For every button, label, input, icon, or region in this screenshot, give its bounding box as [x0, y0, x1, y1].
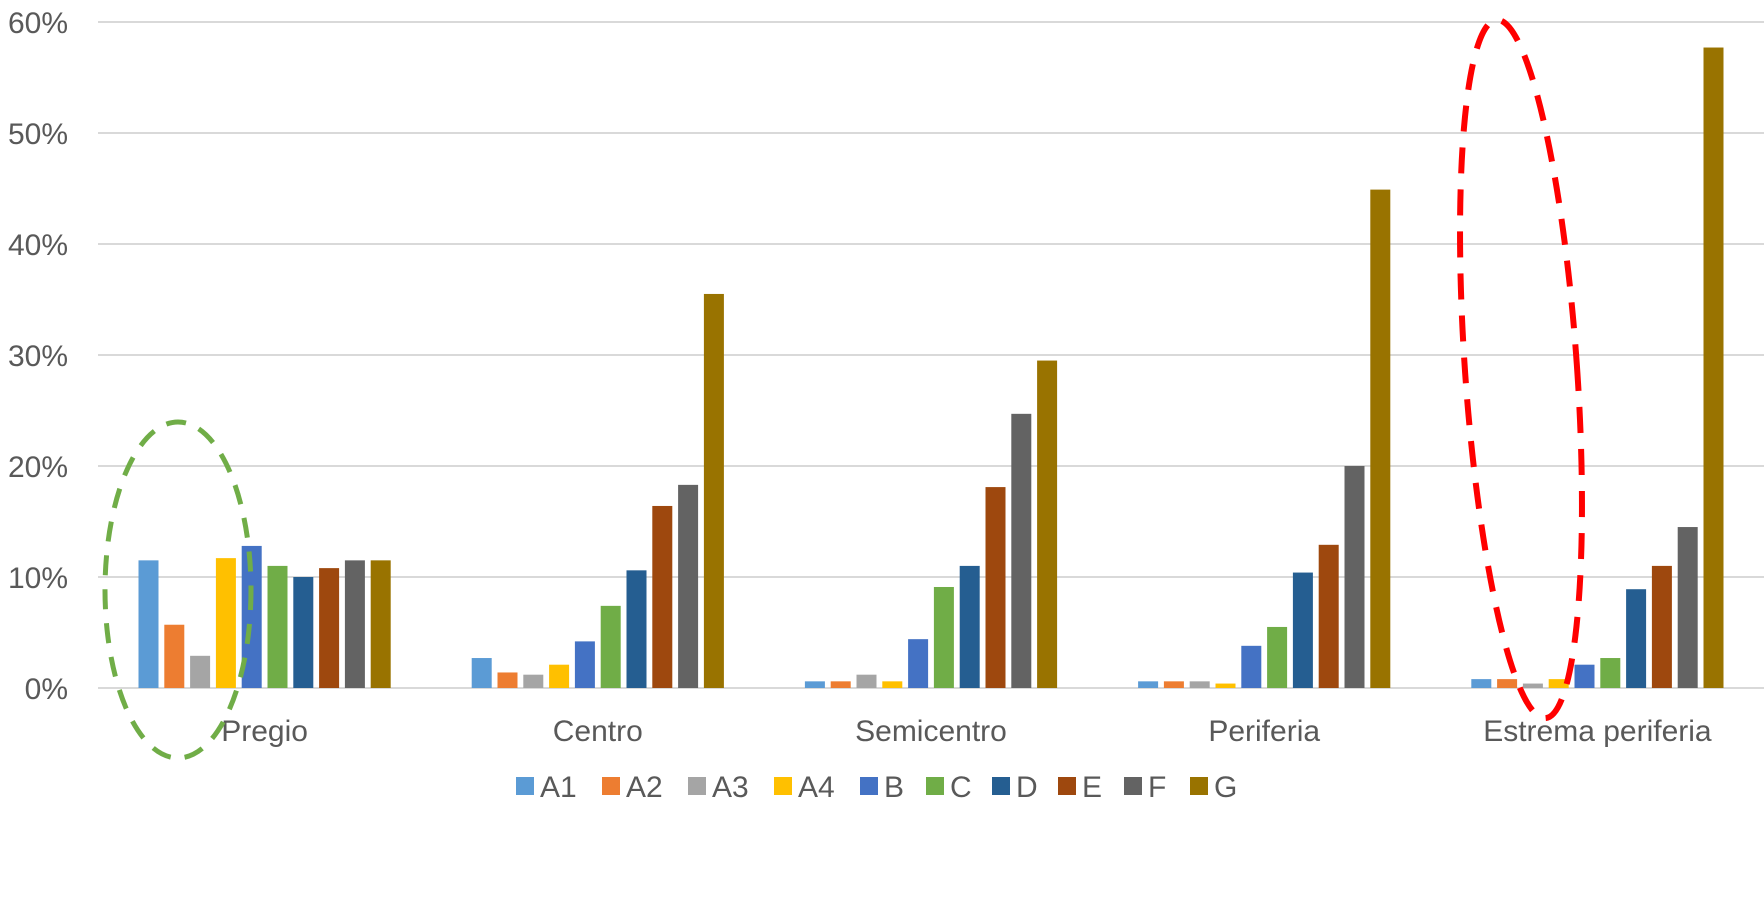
- legend-swatch-e: [1058, 777, 1076, 795]
- bar-a4-pregio: [215, 558, 236, 688]
- x-axis-categories: Pregio Centro Semicentro Periferia Estrema p…: [221, 715, 1712, 748]
- bar-c-periferia: [1267, 626, 1288, 688]
- bar-f-semicentro: [1011, 413, 1032, 688]
- bar-a3-pregio: [190, 655, 211, 688]
- bar-g-pregio: [370, 560, 391, 688]
- bar-a2-periferia: [1163, 681, 1184, 688]
- bar-a2-semicentro: [830, 681, 851, 688]
- bar-a2-pregio: [164, 624, 185, 688]
- bar-e-estrema-periferia: [1651, 565, 1672, 688]
- bar-f-estrema-periferia: [1677, 527, 1698, 688]
- bar-d-pregio: [293, 577, 314, 688]
- y-tick-label: 0%: [25, 673, 68, 706]
- bar-a2-estrema-periferia: [1497, 679, 1518, 688]
- legend-label-a4: A4: [798, 771, 835, 804]
- bar-a3-estrema-periferia: [1522, 683, 1543, 688]
- legend-label-g: G: [1214, 771, 1237, 804]
- bar-c-estrema-periferia: [1600, 658, 1621, 688]
- y-tick-label: 40%: [8, 229, 68, 262]
- bar-g-periferia: [1370, 189, 1391, 689]
- annotation-ellipse-red: [1457, 16, 1585, 722]
- bar-a4-semicentro: [882, 681, 903, 688]
- bar-b-estrema-periferia: [1574, 664, 1595, 688]
- bar-g-centro: [703, 293, 724, 688]
- y-tick-label: 10%: [8, 562, 68, 595]
- legend-swatch-a3: [688, 777, 706, 795]
- legend-swatch-d: [992, 777, 1010, 795]
- bar-d-semicentro: [959, 565, 980, 688]
- bar-a3-centro: [523, 674, 544, 688]
- bar-c-centro: [600, 605, 621, 688]
- bar-e-semicentro: [985, 487, 1006, 688]
- legend-label-d: D: [1016, 771, 1038, 804]
- legend-swatch-a1: [516, 777, 534, 795]
- y-tick-label: 60%: [8, 7, 68, 40]
- x-category-label: Estrema periferia: [1483, 715, 1712, 748]
- bar-a4-periferia: [1215, 683, 1236, 688]
- x-category-label: Semicentro: [855, 715, 1007, 748]
- bar-a1-pregio: [138, 560, 159, 688]
- bar-a3-periferia: [1189, 681, 1210, 688]
- legend-swatch-g: [1190, 777, 1208, 795]
- bar-c-pregio: [267, 565, 288, 688]
- legend-label-a1: A1: [540, 771, 577, 804]
- bar-a1-periferia: [1138, 681, 1159, 688]
- bar-a4-estrema-periferia: [1548, 679, 1569, 688]
- legend-label-c: C: [950, 771, 972, 804]
- bar-e-pregio: [319, 568, 340, 688]
- bar-d-estrema-periferia: [1626, 589, 1647, 688]
- y-tick-label: 50%: [8, 118, 68, 151]
- bar-f-centro: [678, 484, 699, 688]
- bar-g-estrema-periferia: [1703, 47, 1724, 688]
- legend-label-a3: A3: [712, 771, 749, 804]
- bar-c-semicentro: [933, 586, 954, 688]
- y-tick-label: 20%: [8, 451, 68, 484]
- y-tick-label: 30%: [8, 340, 68, 373]
- legend-swatch-c: [926, 777, 944, 795]
- bar-b-semicentro: [908, 639, 929, 688]
- annotation-ellipse-green: [102, 419, 254, 761]
- bar-g-semicentro: [1037, 360, 1058, 688]
- legend-swatch-f: [1124, 777, 1142, 795]
- annotations: [102, 16, 1585, 761]
- x-category-label: Pregio: [221, 715, 308, 748]
- legend-label-f: F: [1148, 771, 1166, 804]
- bar-b-periferia: [1241, 645, 1262, 688]
- bars: [138, 47, 1724, 689]
- y-axis-ticks: 0% 10% 20% 30% 40% 50% 60%: [8, 7, 68, 706]
- legend-swatch-a2: [602, 777, 620, 795]
- legend-label-a2: A2: [626, 771, 663, 804]
- bar-e-periferia: [1318, 544, 1339, 688]
- bar-d-centro: [626, 570, 647, 688]
- x-category-label: Centro: [553, 715, 643, 748]
- bar-a4-centro: [549, 664, 570, 688]
- legend-swatch-a4: [774, 777, 792, 795]
- bar-e-centro: [652, 505, 673, 688]
- bar-f-periferia: [1344, 466, 1365, 688]
- legend-label-e: E: [1082, 771, 1102, 804]
- bar-a2-centro: [497, 672, 518, 688]
- legend-label-b: B: [884, 771, 904, 804]
- bar-a1-estrema-periferia: [1471, 679, 1492, 688]
- x-category-label: Periferia: [1208, 715, 1320, 748]
- bar-b-centro: [574, 641, 595, 688]
- bar-d-periferia: [1292, 572, 1313, 688]
- legend: A1 A2 A3 A4 B C D E F G: [516, 771, 1237, 804]
- bar-b-pregio: [241, 545, 262, 688]
- bar-a3-semicentro: [856, 674, 877, 688]
- legend-swatch-b: [860, 777, 878, 795]
- bar-a1-centro: [471, 658, 492, 688]
- bar-a1-semicentro: [804, 681, 825, 688]
- bar-f-pregio: [344, 560, 365, 688]
